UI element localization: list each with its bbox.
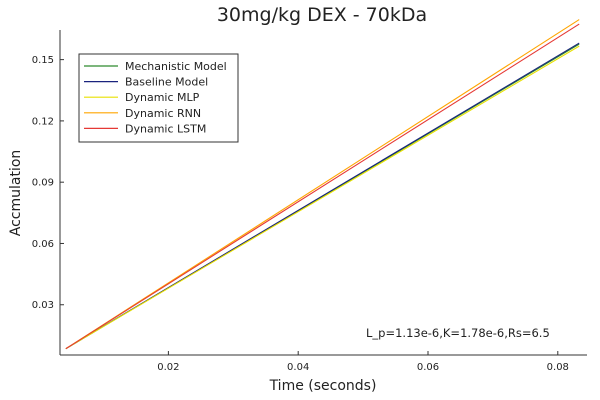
x-tick-label: 0.06 <box>417 362 439 373</box>
legend-box <box>78 53 239 143</box>
y-tick-label: 0.09 <box>32 178 54 189</box>
x-tick-label: 0.08 <box>547 362 569 373</box>
legend: Mechanistic Model Baseline Model Dynamic M… <box>78 53 239 143</box>
series-line-dynamic-lstm <box>65 23 580 350</box>
series-line-dynamic-rnn <box>65 19 580 350</box>
y-tick-label: 0.12 <box>32 116 54 127</box>
parameter-annotation: L_p=1.13e-6,K=1.78e-6,Rs=6.5 <box>366 326 550 340</box>
x-axis-title: Time (seconds) <box>269 378 377 394</box>
legend-label: Baseline Model <box>125 76 208 89</box>
y-tick-label: 0.15 <box>32 55 54 66</box>
legend-items: Mechanistic Model Baseline Model Dynamic M… <box>84 60 227 135</box>
legend-label: Dynamic MLP <box>125 91 200 104</box>
legend-label: Dynamic LSTM <box>125 122 206 135</box>
y-ticks: 0.03 0.06 0.09 0.12 0.15 <box>32 55 64 311</box>
y-tick-label: 0.03 <box>32 300 54 311</box>
legend-label: Mechanistic Model <box>125 60 227 73</box>
series-lines <box>65 19 580 350</box>
x-tick-label: 0.04 <box>287 362 309 373</box>
x-ticks: 0.02 0.04 0.06 0.08 <box>157 351 569 373</box>
series-line-dynamic-mlp <box>65 45 580 350</box>
legend-label: Dynamic RNN <box>125 107 201 120</box>
axes <box>59 30 587 356</box>
y-tick-label: 0.06 <box>32 239 54 250</box>
chart-title: 30mg/kg DEX - 70kDa <box>217 4 427 26</box>
y-axis-title: Accmulation <box>8 150 24 237</box>
x-tick-label: 0.02 <box>157 362 179 373</box>
